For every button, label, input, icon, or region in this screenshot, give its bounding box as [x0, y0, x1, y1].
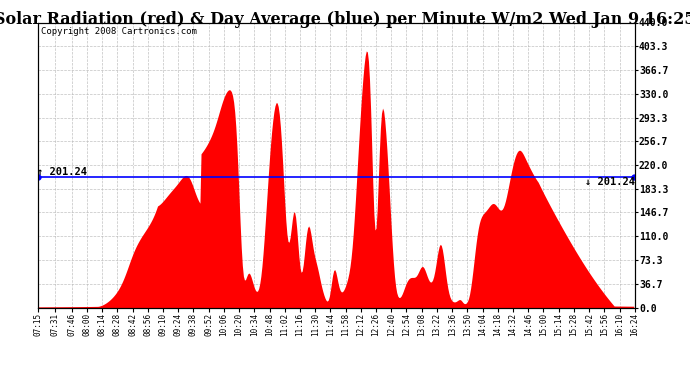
Text: Copyright 2008 Cartronics.com: Copyright 2008 Cartronics.com — [41, 27, 197, 36]
Text: ↑ 201.24: ↑ 201.24 — [37, 167, 88, 177]
Text: Solar Radiation (red) & Day Average (blue) per Minute W/m2 Wed Jan 9 16:25: Solar Radiation (red) & Day Average (blu… — [0, 11, 690, 28]
Text: ↓ 201.24: ↓ 201.24 — [585, 177, 635, 187]
